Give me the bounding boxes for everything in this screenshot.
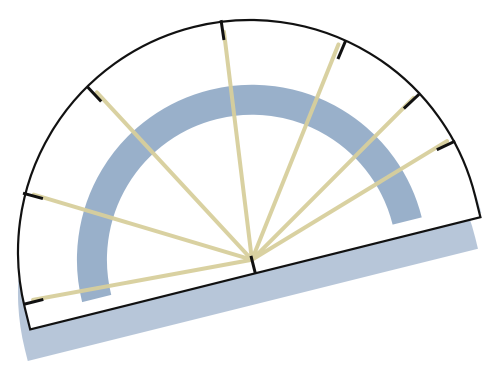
- ray: [249, 42, 341, 262]
- tick: [86, 85, 103, 103]
- ticks: [22, 19, 456, 306]
- blue-ring: [76, 84, 422, 303]
- tick: [249, 255, 257, 274]
- tick: [23, 297, 44, 306]
- tick: [22, 191, 44, 200]
- tick: [436, 139, 456, 152]
- ray: [249, 139, 450, 262]
- tick: [402, 93, 420, 110]
- tick: [336, 39, 348, 60]
- ray: [31, 257, 254, 302]
- protractor-body: [16, 18, 482, 331]
- ray: [249, 95, 416, 262]
- ray: [31, 192, 254, 262]
- ray: [94, 90, 254, 262]
- tick: [219, 19, 226, 41]
- protractor: [16, 18, 482, 362]
- ray: [221, 29, 254, 262]
- rays: [31, 29, 450, 302]
